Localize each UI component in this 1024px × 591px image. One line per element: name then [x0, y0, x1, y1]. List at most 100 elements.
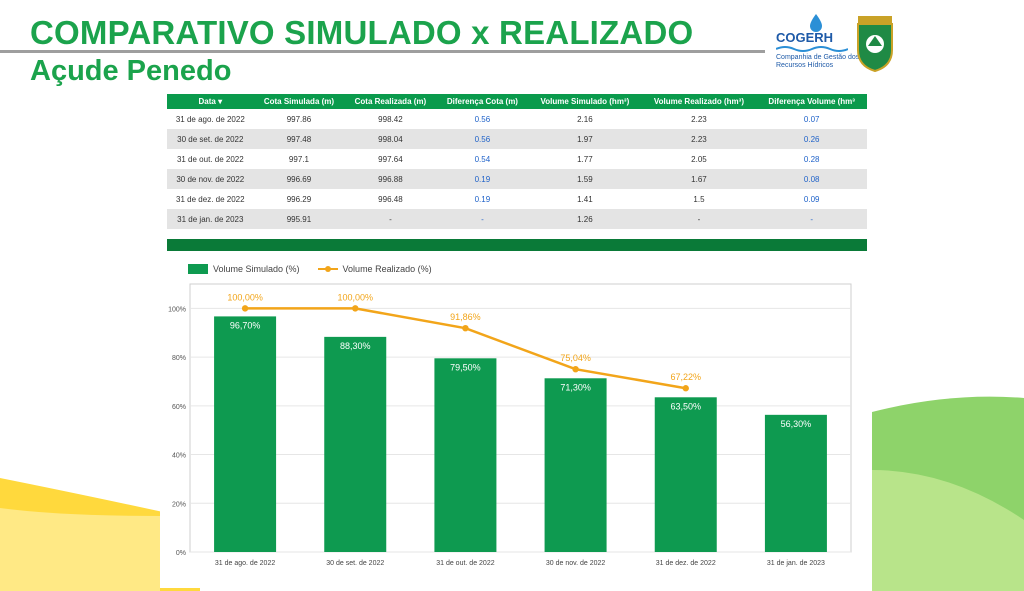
y-tick-label: 60%	[172, 404, 186, 411]
table-cell: 2.23	[641, 109, 757, 129]
table-cell: 30 de set. de 2022	[167, 129, 254, 149]
column-header[interactable]: Volume Simulado (hm³)	[528, 94, 642, 109]
bar-data-label: 79,50%	[450, 362, 481, 372]
table-cell: -	[756, 209, 867, 229]
logo-subtitle: Companhia de Gestão dos Recursos Hídrico…	[776, 54, 860, 69]
line-point	[682, 385, 689, 392]
table-cell: 1.97	[528, 129, 642, 149]
table-cell: -	[436, 209, 529, 229]
y-tick-label: 100%	[168, 306, 186, 313]
table-header-row: Data ▾ Cota Simulada (m) Cota Realizada …	[167, 94, 867, 109]
table-cell: 2.23	[641, 129, 757, 149]
table-cell: 995.91	[253, 209, 345, 229]
column-header[interactable]: Cota Realizada (m)	[344, 94, 437, 109]
table-row: 31 de jan. de 2023 995.91 - - 1.26 - -	[167, 209, 867, 229]
table-cell: 31 de dez. de 2022	[167, 189, 254, 209]
table-cell: -	[641, 209, 757, 229]
x-tick-label: 31 de ago. de 2022	[215, 560, 275, 567]
table-cell: 998.42	[344, 109, 437, 129]
line-data-label: 91,86%	[450, 312, 481, 322]
line-point	[462, 324, 469, 332]
table-cell: 996.48	[344, 189, 437, 209]
title-divider	[0, 50, 765, 53]
legend-label: Volume Realizado (%)	[342, 264, 432, 274]
table-cell: 996.29	[253, 189, 345, 209]
table-cell: 996.69	[253, 169, 345, 189]
bar	[544, 378, 607, 552]
table-cell: 2.05	[641, 149, 757, 169]
x-tick-label: 31 de dez. de 2022	[656, 560, 716, 567]
x-tick-label: 30 de set. de 2022	[326, 560, 384, 567]
table-cell: 0.19	[436, 189, 529, 209]
line-data-label: 75,04%	[560, 353, 591, 363]
table-cell: 1.5	[641, 189, 757, 209]
table-row: 31 de dez. de 2022 996.29 996.48 0.19 1.…	[167, 189, 867, 209]
bar	[214, 316, 277, 552]
water-drop-icon	[810, 14, 822, 32]
table-cell: -	[344, 209, 437, 229]
line-point	[352, 305, 359, 312]
state-crest-icon	[857, 16, 893, 72]
y-tick-label: 80%	[172, 355, 186, 362]
table-cell: 997.1	[253, 149, 345, 169]
comparison-table: Data ▾ Cota Simulada (m) Cota Realizada …	[167, 94, 867, 229]
table-cell: 997.64	[344, 149, 437, 169]
legend-item-simulado[interactable]: Volume Simulado (%)	[188, 264, 300, 274]
logo-name: COGERH	[776, 30, 834, 45]
line-data-label: 100,00%	[227, 292, 263, 302]
x-tick-label: 31 de jan. de 2023	[767, 560, 825, 567]
table-cell: 1.59	[528, 169, 642, 189]
table-row: 31 de ago. de 2022 997.86 998.42 0.56 2.…	[167, 109, 867, 129]
bar-data-label: 71,30%	[560, 382, 591, 392]
table-cell: 0.26	[756, 129, 867, 149]
table-cell: 30 de nov. de 2022	[167, 169, 254, 189]
table-cell: 0.09	[756, 189, 867, 209]
wave-icon	[776, 46, 848, 52]
table-cell: 0.56	[436, 129, 529, 149]
bar	[764, 414, 827, 552]
table-cell: 1.41	[528, 189, 642, 209]
plot-frame	[189, 283, 852, 553]
table-cell: 31 de jan. de 2023	[167, 209, 254, 229]
line-data-label: 100,00%	[337, 292, 373, 302]
x-tick-label: 30 de nov. de 2022	[546, 560, 606, 567]
bar-data-label: 56,30%	[781, 419, 812, 429]
table-cell: 1.77	[528, 149, 642, 169]
legend-label: Volume Simulado (%)	[213, 264, 300, 274]
column-header[interactable]: Cota Simulada (m)	[253, 94, 345, 109]
section-divider-band	[167, 239, 867, 251]
y-tick-label: 40%	[172, 453, 186, 460]
table-cell: 31 de out. de 2022	[167, 149, 254, 169]
cogerh-logo: COGERH Companhia de Gestão dos Recursos …	[772, 14, 902, 74]
page-title: COMPARATIVO SIMULADO x REALIZADO	[30, 14, 694, 51]
legend-item-realizado[interactable]: Volume Realizado (%)	[317, 264, 432, 274]
bar	[654, 397, 717, 552]
table-cell: 0.54	[436, 149, 529, 169]
table-cell: 0.08	[756, 169, 867, 189]
y-tick-label: 0%	[176, 550, 186, 557]
bar-data-label: 88,30%	[340, 341, 371, 351]
chart-legend: Volume Simulado (%) Volume Realizado (%)	[188, 264, 446, 274]
column-header[interactable]: Diferença Volume (hm³	[756, 94, 867, 109]
table-row: 31 de out. de 2022 997.1 997.64 0.54 1.7…	[167, 149, 867, 169]
column-header[interactable]: Volume Realizado (hm³)	[641, 94, 757, 109]
y-tick-label: 20%	[172, 501, 186, 508]
column-header[interactable]: Diferença Cota (m)	[436, 94, 529, 109]
page-subtitle: Açude Penedo	[30, 55, 232, 87]
table-cell: 997.86	[253, 109, 345, 129]
table-cell: 1.26	[528, 209, 642, 229]
table-cell: 0.07	[756, 109, 867, 129]
bar-data-label: 96,70%	[230, 320, 261, 330]
line-point	[572, 365, 579, 373]
x-tick-label: 31 de out. de 2022	[436, 560, 494, 567]
table-cell: 31 de ago. de 2022	[167, 109, 254, 129]
volume-chart: 0% 20% 40% 60% 80% 100% 96,70% 31 de ago. de 20…	[168, 283, 852, 567]
table-cell: 997.48	[253, 129, 345, 149]
line-point	[241, 305, 249, 312]
column-header[interactable]: Data ▾	[167, 94, 254, 109]
table-cell: 2.16	[528, 109, 642, 129]
legend-swatch-bar	[188, 264, 208, 274]
bar-data-label: 63,50%	[670, 401, 701, 411]
legend-swatch-line	[317, 266, 338, 272]
